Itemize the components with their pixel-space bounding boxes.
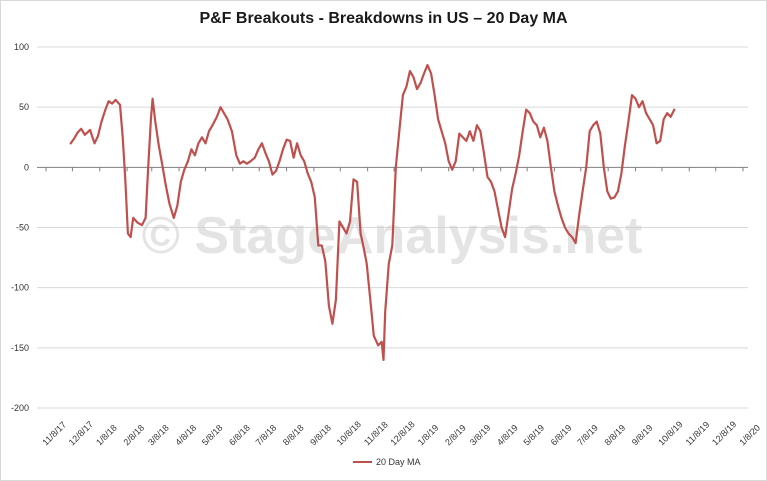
chart-title: P&F Breakouts - Breakdowns in US – 20 Da… — [199, 10, 568, 27]
x-tick-label: 4/8/19 — [495, 423, 520, 448]
x-tick-label: 5/8/18 — [200, 423, 225, 448]
x-tick-label: 12/8/18 — [388, 419, 416, 447]
x-tick-label: 12/8/17 — [67, 419, 95, 447]
y-axis: 100 50 0 -50 -100 -150 -200 — [11, 42, 29, 413]
y-tick-label: -50 — [16, 223, 29, 233]
x-tick-label: 5/8/19 — [521, 423, 546, 448]
x-tick-label: 6/8/19 — [549, 423, 574, 448]
y-tick-label: 100 — [14, 42, 29, 52]
series-line-20-day-ma — [69, 63, 676, 361]
legend: 20 Day MA — [353, 457, 421, 467]
x-tick-label: 8/8/19 — [603, 423, 628, 448]
y-tick-label: -100 — [11, 283, 29, 293]
x-tick-label: 11/8/19 — [684, 420, 712, 448]
x-tick-label: 10/8/18 — [335, 419, 363, 447]
series-layer — [69, 63, 676, 361]
x-tick-label: 2/8/18 — [121, 423, 146, 448]
legend-label: 20 Day MA — [376, 457, 421, 467]
y-tick-label: -150 — [11, 343, 29, 353]
x-tick-label: 4/8/18 — [173, 423, 198, 448]
x-tick-label: 11/8/18 — [362, 420, 390, 448]
x-tick-label: 7/8/18 — [254, 423, 279, 448]
gridlines — [37, 46, 748, 409]
x-tick-label: 9/8/19 — [630, 423, 655, 448]
x-tick-label: 3/8/18 — [146, 423, 171, 448]
x-tick-label: 6/8/18 — [227, 423, 252, 448]
x-tick-label: 1/8/19 — [416, 423, 441, 448]
x-tick-label: 3/8/19 — [468, 423, 493, 448]
y-tick-label: 0 — [24, 162, 29, 172]
x-tick-label: 10/8/19 — [656, 419, 684, 447]
x-tick-label: 11/8/17 — [40, 420, 68, 448]
x-tick-label: 9/8/18 — [308, 423, 333, 448]
x-tick-label: 1/8/20 — [737, 423, 762, 448]
x-tick-label: 1/8/18 — [94, 423, 119, 448]
y-tick-label: -200 — [11, 403, 29, 413]
y-tick-label: 50 — [19, 102, 29, 112]
x-tick-label: 7/8/19 — [575, 423, 600, 448]
x-tick-label: 2/8/19 — [443, 423, 468, 448]
x-tick-label: 12/8/19 — [710, 419, 738, 447]
x-tick-label: 8/8/18 — [281, 423, 306, 448]
